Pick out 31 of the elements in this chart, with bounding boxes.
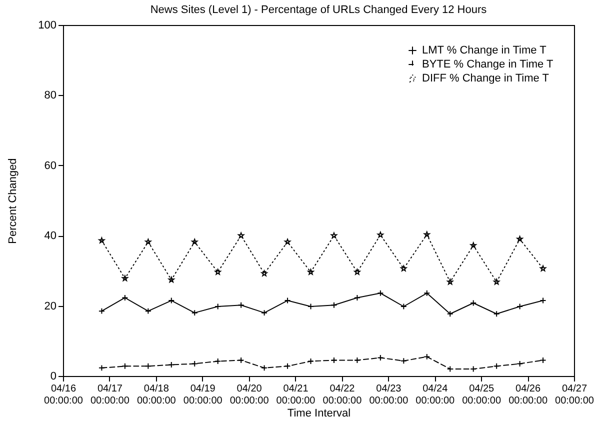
point <box>284 238 291 245</box>
point <box>493 278 500 285</box>
x-tick-label: 04/18 00:00:00 <box>136 384 176 406</box>
point <box>330 232 338 238</box>
x-tick-label: 04/16 00:00:00 <box>44 384 84 406</box>
x-tick-label: 04/26 00:00:00 <box>508 384 548 406</box>
x-tick-label: 04/22 00:00:00 <box>322 384 362 406</box>
legend-label: DIFF % Change in Time T <box>422 72 550 84</box>
chart-title: News Sites (Level 1) - Percentage of URLs Changed Every 12 Hours <box>150 4 488 16</box>
x-tick-label: 04/23 00:00:00 <box>369 384 409 406</box>
x-tick-label: 04/20 00:00:00 <box>230 384 270 406</box>
y-tick-label: 100 <box>38 20 56 32</box>
point <box>540 265 546 272</box>
point <box>238 232 244 238</box>
x-tick-label: 04/19 00:00:00 <box>183 384 223 406</box>
x-tick-label: 04/24 00:00:00 <box>416 384 456 406</box>
legend-label: LMT % Change in Time T <box>422 44 547 56</box>
x-axis-title: Time Interval <box>287 408 351 420</box>
y-tick-label: 0 <box>50 370 56 382</box>
point <box>377 232 384 238</box>
y-axis-title: Percent Changed <box>7 158 20 244</box>
x-tick-label: 04/25 00:00:00 <box>462 384 502 406</box>
x-tick-label: 04/21 00:00:00 <box>276 384 316 406</box>
y-tick-label: 20 <box>44 300 56 312</box>
y-tick-label: 60 <box>44 160 56 172</box>
legend-label: BYTE % Change in Time T <box>422 58 554 70</box>
x-tick-label: 04/17 00:00:00 <box>90 384 130 406</box>
y-tick-label: 80 <box>44 90 56 102</box>
point <box>122 275 128 282</box>
x-tick-label: 04/27 00:00:00 <box>555 384 594 406</box>
y-tick-label: 40 <box>44 230 56 242</box>
